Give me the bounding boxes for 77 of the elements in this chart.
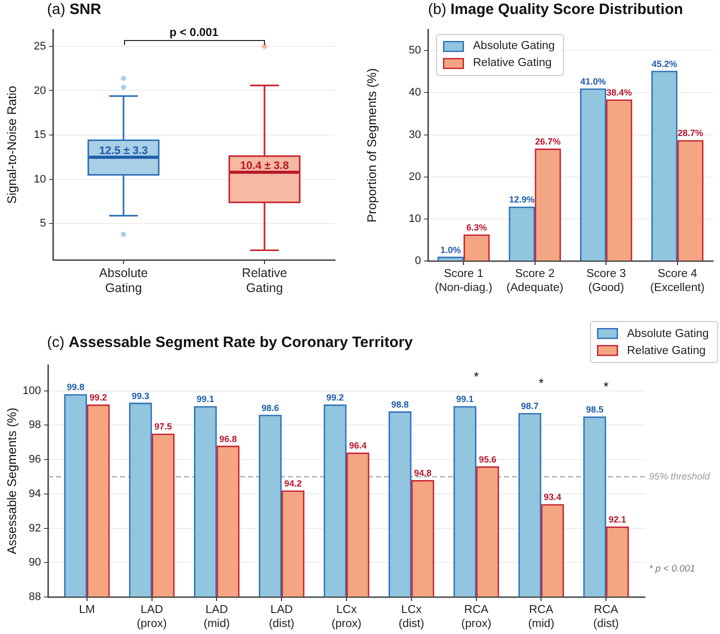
data-label: 94.8 bbox=[414, 468, 432, 478]
chart-title: (a) SNR bbox=[47, 1, 102, 18]
y-tick-label: 92 bbox=[28, 522, 41, 534]
data-label: 38.4% bbox=[606, 87, 632, 98]
data-label: 98.8 bbox=[391, 399, 409, 410]
y-tick-label: 94 bbox=[28, 488, 41, 500]
chart-title: (c) Assessable Segment Rate by Coronary Territory bbox=[47, 334, 413, 351]
legend-label: Absolute Gating bbox=[627, 328, 709, 340]
data-label: 97.5 bbox=[154, 422, 172, 432]
y-tick-label: 98 bbox=[28, 419, 41, 432]
annotation: * bbox=[604, 379, 609, 394]
data-label: 45.2% bbox=[652, 58, 678, 69]
ref-line-label: 95% threshold bbox=[649, 471, 710, 482]
data-label: 28.7% bbox=[678, 128, 704, 138]
legend-label: Relative Gating bbox=[627, 344, 706, 356]
y-tick-label: 40 bbox=[408, 86, 421, 99]
y-tick-label: 20 bbox=[408, 170, 421, 183]
chart-title: (b) Image Quality Score Distribution bbox=[428, 1, 684, 18]
data-label: 1.0% bbox=[440, 244, 461, 255]
legend-label: Relative Gating bbox=[473, 57, 552, 70]
y-tick-label: 10 bbox=[34, 173, 46, 186]
x-tick-label: Score 4 (Excellent) bbox=[650, 268, 705, 294]
data-label: 99.2 bbox=[90, 392, 108, 403]
x-tick-label: Relative Gating bbox=[242, 266, 288, 295]
y-tick-label: 100 bbox=[22, 384, 41, 397]
y-tick-label: 90 bbox=[28, 556, 41, 569]
y-tick-label: 5 bbox=[40, 218, 46, 230]
data-label: 98.7 bbox=[521, 401, 539, 412]
data-label: 93.4 bbox=[544, 492, 562, 502]
data-label: 99.8 bbox=[66, 382, 84, 392]
annotation: 10.4 ± 3.8 bbox=[240, 160, 289, 172]
y-tick-label: 96 bbox=[28, 454, 41, 466]
data-label: 94.2 bbox=[284, 478, 302, 488]
x-tick-label: LAD (prox) bbox=[136, 604, 168, 630]
x-tick-label: LAD (dist) bbox=[268, 604, 295, 630]
x-tick-label: Score 1 (Non-diag.) bbox=[434, 268, 493, 294]
data-label: 99.3 bbox=[132, 390, 150, 401]
legend-label: Absolute Gating bbox=[473, 40, 555, 52]
data-label: 95.6 bbox=[478, 454, 496, 464]
data-label: 96.4 bbox=[349, 440, 367, 451]
annotation: * bbox=[474, 368, 479, 384]
data-label: 12.9% bbox=[509, 194, 535, 205]
y-axis-title: Assessable Segments (%) bbox=[4, 408, 19, 554]
x-tick-label: Score 2 (Adequate) bbox=[506, 268, 564, 294]
data-label: 92.1 bbox=[608, 514, 626, 525]
annotation: p < 0.001 bbox=[170, 26, 220, 39]
data-label: 41.0% bbox=[580, 76, 606, 86]
x-tick-label: Score 3 (Good) bbox=[586, 268, 626, 294]
y-axis-title: Signal-to-Noise Ratio bbox=[4, 86, 19, 204]
y-tick-label: 10 bbox=[408, 212, 421, 225]
y-tick-label: 20 bbox=[34, 84, 46, 97]
x-tick-label: RCA (dist) bbox=[593, 604, 620, 630]
x-tick-label: RCA (prox) bbox=[461, 604, 492, 630]
data-label: 98.5 bbox=[586, 404, 604, 415]
x-tick-label: LCx (prox) bbox=[331, 604, 362, 630]
data-label: 26.7% bbox=[535, 136, 561, 147]
x-tick-label: Absolute Gating bbox=[99, 266, 148, 295]
y-tick-label: 30 bbox=[408, 128, 421, 141]
x-tick-label: LCx (dist) bbox=[398, 604, 424, 630]
y-tick-label: 25 bbox=[34, 40, 46, 52]
x-tick-label: LAD (mid) bbox=[204, 604, 230, 630]
annotation: * bbox=[538, 376, 544, 391]
y-tick-label: 88 bbox=[28, 591, 41, 604]
y-tick-label: 15 bbox=[34, 129, 46, 142]
data-label: 96.8 bbox=[219, 434, 237, 444]
y-axis-title: Proportion of Segments (%) bbox=[364, 68, 379, 222]
annotation: 12.5 ± 3.3 bbox=[99, 145, 148, 158]
text: * p < 0.001 bbox=[649, 564, 696, 575]
data-label: 99.1 bbox=[456, 394, 474, 404]
x-tick-label: LM bbox=[78, 604, 95, 616]
x-tick-label: RCA (mid) bbox=[528, 604, 554, 630]
data-label: 99.1 bbox=[196, 394, 214, 404]
data-label: 6.3% bbox=[466, 222, 487, 232]
data-label: 98.6 bbox=[261, 402, 280, 413]
data-label: 99.2 bbox=[326, 392, 344, 403]
y-tick-label: 0 bbox=[414, 255, 421, 268]
y-tick-label: 50 bbox=[408, 44, 421, 57]
